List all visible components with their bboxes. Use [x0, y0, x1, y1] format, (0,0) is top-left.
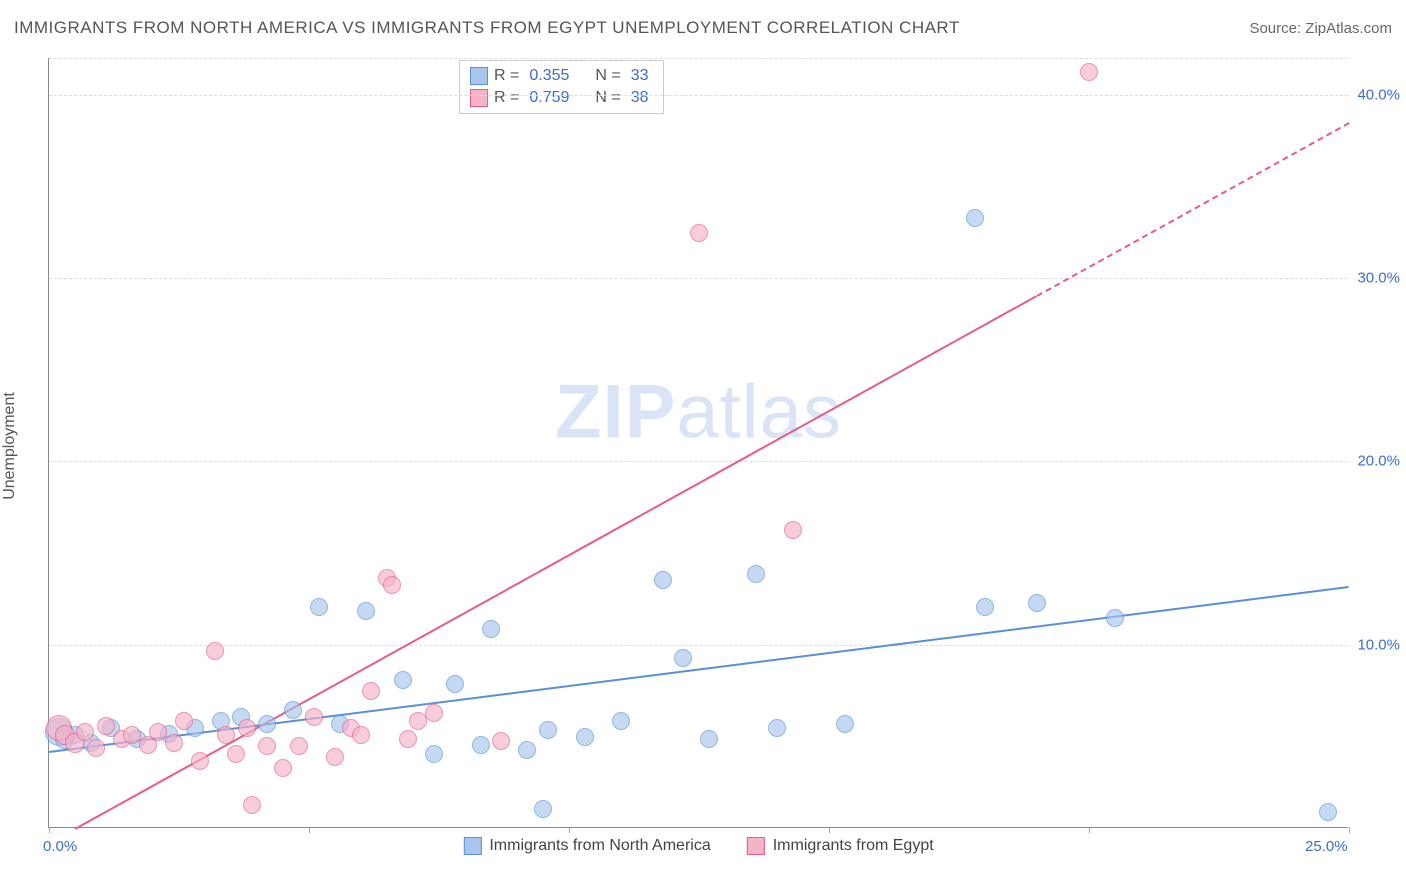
data-point-eg: [191, 752, 209, 770]
data-point-na: [258, 715, 276, 733]
data-point-eg: [217, 726, 235, 744]
data-point-eg: [425, 704, 443, 722]
data-point-eg: [326, 748, 344, 766]
data-point-eg: [362, 682, 380, 700]
data-point-na: [284, 701, 302, 719]
r-label: R =: [494, 89, 519, 107]
gridline-h: [49, 645, 1348, 646]
data-point-na: [674, 649, 692, 667]
data-point-eg: [399, 730, 417, 748]
data-point-na: [836, 715, 854, 733]
x-tick-label: 0.0%: [43, 838, 77, 855]
r-label: R =: [494, 67, 519, 85]
data-point-eg: [149, 723, 167, 741]
data-point-eg: [1080, 63, 1098, 81]
data-point-na: [966, 209, 984, 227]
y-tick-label: 20.0%: [1350, 453, 1400, 470]
data-point-eg: [175, 712, 193, 730]
data-point-na: [976, 598, 994, 616]
data-point-eg: [97, 717, 115, 735]
legend-swatch-eg: [747, 837, 765, 855]
y-tick-label: 30.0%: [1350, 270, 1400, 287]
x-tick: [829, 827, 830, 833]
data-point-na: [310, 598, 328, 616]
data-point-na: [1319, 803, 1337, 821]
data-point-na: [357, 602, 375, 620]
data-point-eg: [76, 723, 94, 741]
data-point-na: [534, 800, 552, 818]
data-point-eg: [383, 576, 401, 594]
data-point-eg: [258, 737, 276, 755]
data-point-na: [539, 721, 557, 739]
gridline-h: [49, 461, 1348, 462]
x-tick: [1349, 827, 1350, 833]
source-attribution: Source: ZipAtlas.com: [1249, 20, 1392, 37]
n-value-na: 33: [631, 67, 649, 85]
data-point-na: [612, 712, 630, 730]
data-point-na: [700, 730, 718, 748]
legend-label-na: Immigrants from North America: [489, 837, 710, 855]
chart-title: IMMIGRANTS FROM NORTH AMERICA VS IMMIGRA…: [14, 18, 960, 38]
series-legend: Immigrants from North America Immigrants…: [463, 837, 933, 855]
n-label: N =: [595, 67, 620, 85]
data-point-eg: [243, 796, 261, 814]
data-point-na: [768, 719, 786, 737]
x-tick: [569, 827, 570, 833]
data-point-eg: [87, 739, 105, 757]
y-tick-label: 40.0%: [1350, 86, 1400, 103]
data-point-eg: [784, 521, 802, 539]
data-point-na: [394, 671, 412, 689]
data-point-na: [747, 565, 765, 583]
legend-item-na: Immigrants from North America: [463, 837, 710, 855]
data-point-eg: [165, 734, 183, 752]
legend-label-eg: Immigrants from Egypt: [773, 837, 934, 855]
gridline-h: [49, 95, 1348, 96]
data-point-na: [518, 741, 536, 759]
data-point-eg: [290, 737, 308, 755]
r-value-eg: 0.759: [529, 89, 569, 107]
data-point-eg: [227, 745, 245, 763]
correlation-legend: R = 0.355 N = 33 R = 0.759 N = 38: [459, 60, 664, 114]
legend-item-eg: Immigrants from Egypt: [747, 837, 934, 855]
data-point-eg: [206, 642, 224, 660]
n-value-eg: 38: [631, 89, 649, 107]
data-point-eg: [274, 759, 292, 777]
data-point-eg: [492, 732, 510, 750]
legend-swatch-na: [463, 837, 481, 855]
legend-stat-row-eg: R = 0.759 N = 38: [470, 87, 653, 109]
x-tick-label: 25.0%: [1305, 838, 1348, 855]
gridline-h: [49, 58, 1348, 59]
data-point-eg: [238, 719, 256, 737]
trend-line: [1037, 122, 1350, 297]
y-tick-label: 10.0%: [1350, 636, 1400, 653]
legend-swatch-na: [470, 67, 488, 85]
data-point-na: [576, 728, 594, 746]
x-tick: [1089, 827, 1090, 833]
r-value-na: 0.355: [529, 67, 569, 85]
data-point-eg: [305, 708, 323, 726]
watermark: ZIPatlas: [555, 368, 842, 455]
data-point-na: [482, 620, 500, 638]
y-axis-label: Unemployment: [1, 392, 19, 500]
x-tick: [49, 827, 50, 833]
legend-stat-row-na: R = 0.355 N = 33: [470, 65, 653, 87]
plot-area: ZIPatlas R =0.355N =33R =0.759N =38 Immi…: [48, 58, 1348, 828]
data-point-na: [472, 736, 490, 754]
data-point-eg: [352, 726, 370, 744]
data-point-na: [425, 745, 443, 763]
data-point-na: [1106, 609, 1124, 627]
gridline-h: [49, 278, 1348, 279]
trend-line: [75, 295, 1037, 830]
data-point-eg: [690, 224, 708, 242]
data-point-na: [1028, 594, 1046, 612]
data-point-na: [654, 571, 672, 589]
legend-swatch-eg: [470, 89, 488, 107]
data-point-na: [446, 675, 464, 693]
x-tick: [309, 827, 310, 833]
n-label: N =: [595, 89, 620, 107]
